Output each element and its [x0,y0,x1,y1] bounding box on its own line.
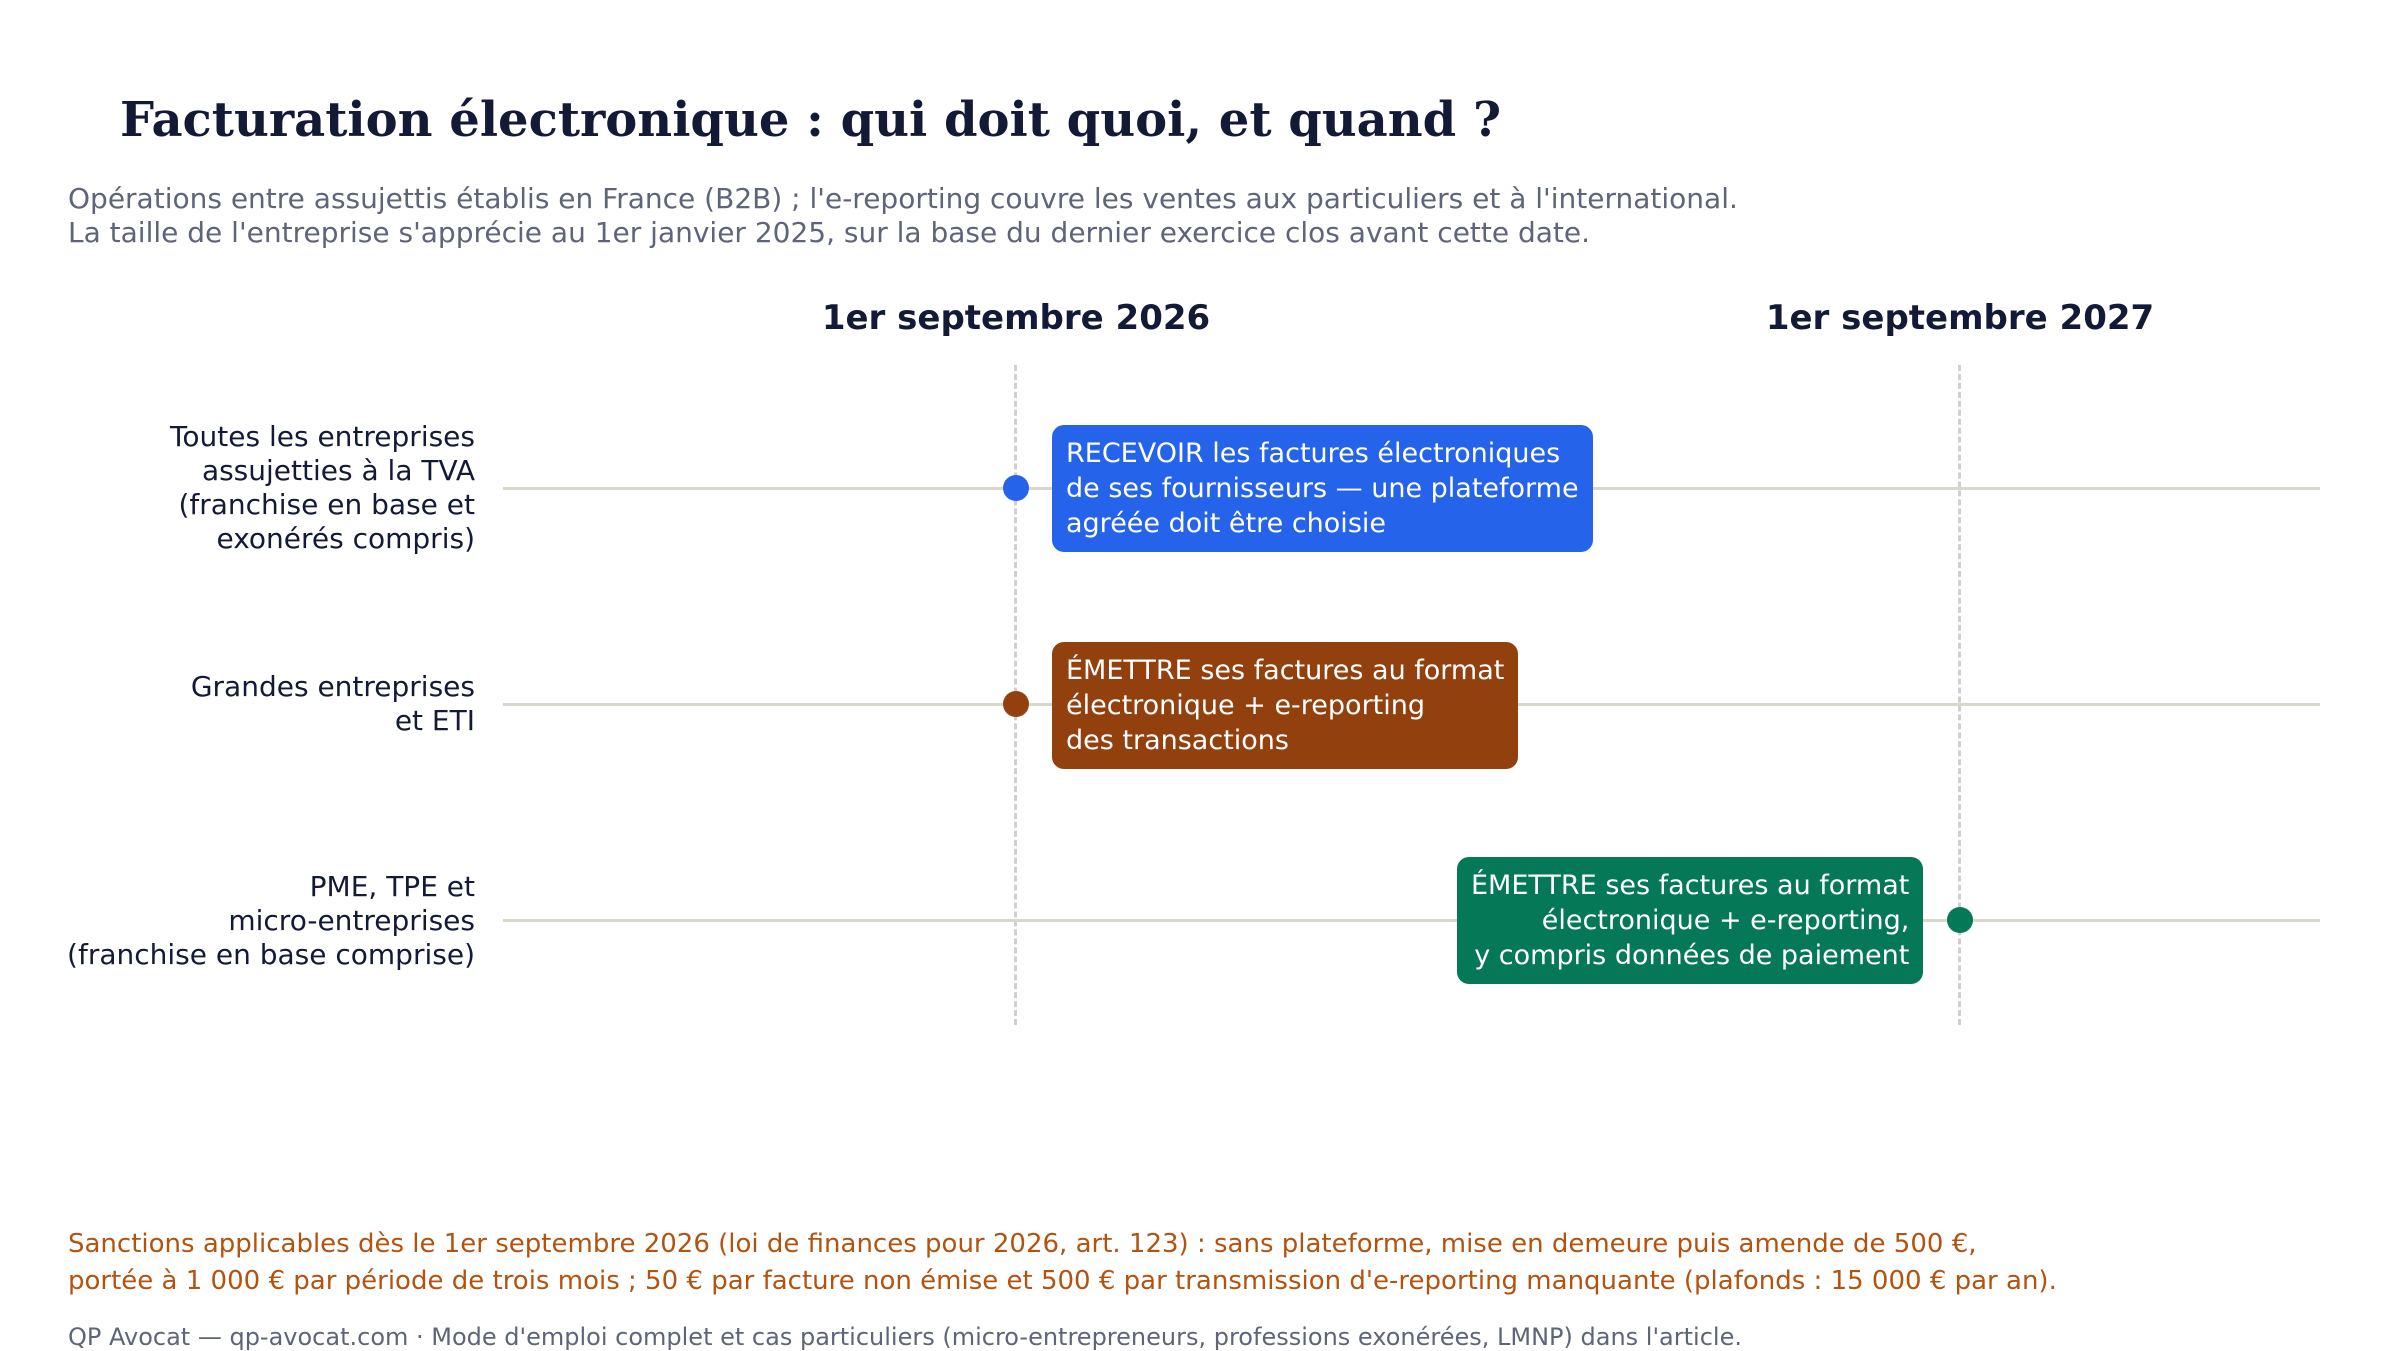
footer-source: QP Avocat — qp-avocat.com · Mode d'emplo… [68,1323,1742,1351]
obligation-box-issue-sme: ÉMETTRE ses factures au format électroni… [1457,857,1924,984]
date-label-2026: 1er septembre 2026 [821,298,1211,338]
sanctions-note-line-1: Sanctions applicables dès le 1er septemb… [68,1229,1977,1259]
subtitle-line-2: La taille de l'entreprise s'apprécie au … [68,216,1591,249]
sanctions-note-line-2: portée à 1 000 € par période de trois mo… [68,1266,2057,1296]
milestone-dot-issue-large [1003,691,1029,717]
row-label-sme: PME, TPE et micro-entreprises (franchise… [67,870,475,971]
subtitle-line-1: Opérations entre assujettis établis en F… [68,182,1738,215]
milestone-dot-issue-sme [1947,907,1973,933]
page-title: Facturation électronique : qui doit quoi… [120,92,1502,148]
obligation-box-issue-large: ÉMETTRE ses factures au format électroni… [1052,642,1519,769]
milestone-dot-receive [1003,475,1029,501]
row-line-sme [503,919,2320,922]
row-label-all-companies: Toutes les entreprises assujetties à la … [170,420,475,555]
date-label-2027: 1er septembre 2027 [1765,298,2155,338]
obligation-box-receive: RECEVOIR les factures électroniques de s… [1052,425,1593,552]
date-marker-line-2027 [1958,365,1961,1025]
row-label-large-companies: Grandes entreprises et ETI [190,670,475,737]
